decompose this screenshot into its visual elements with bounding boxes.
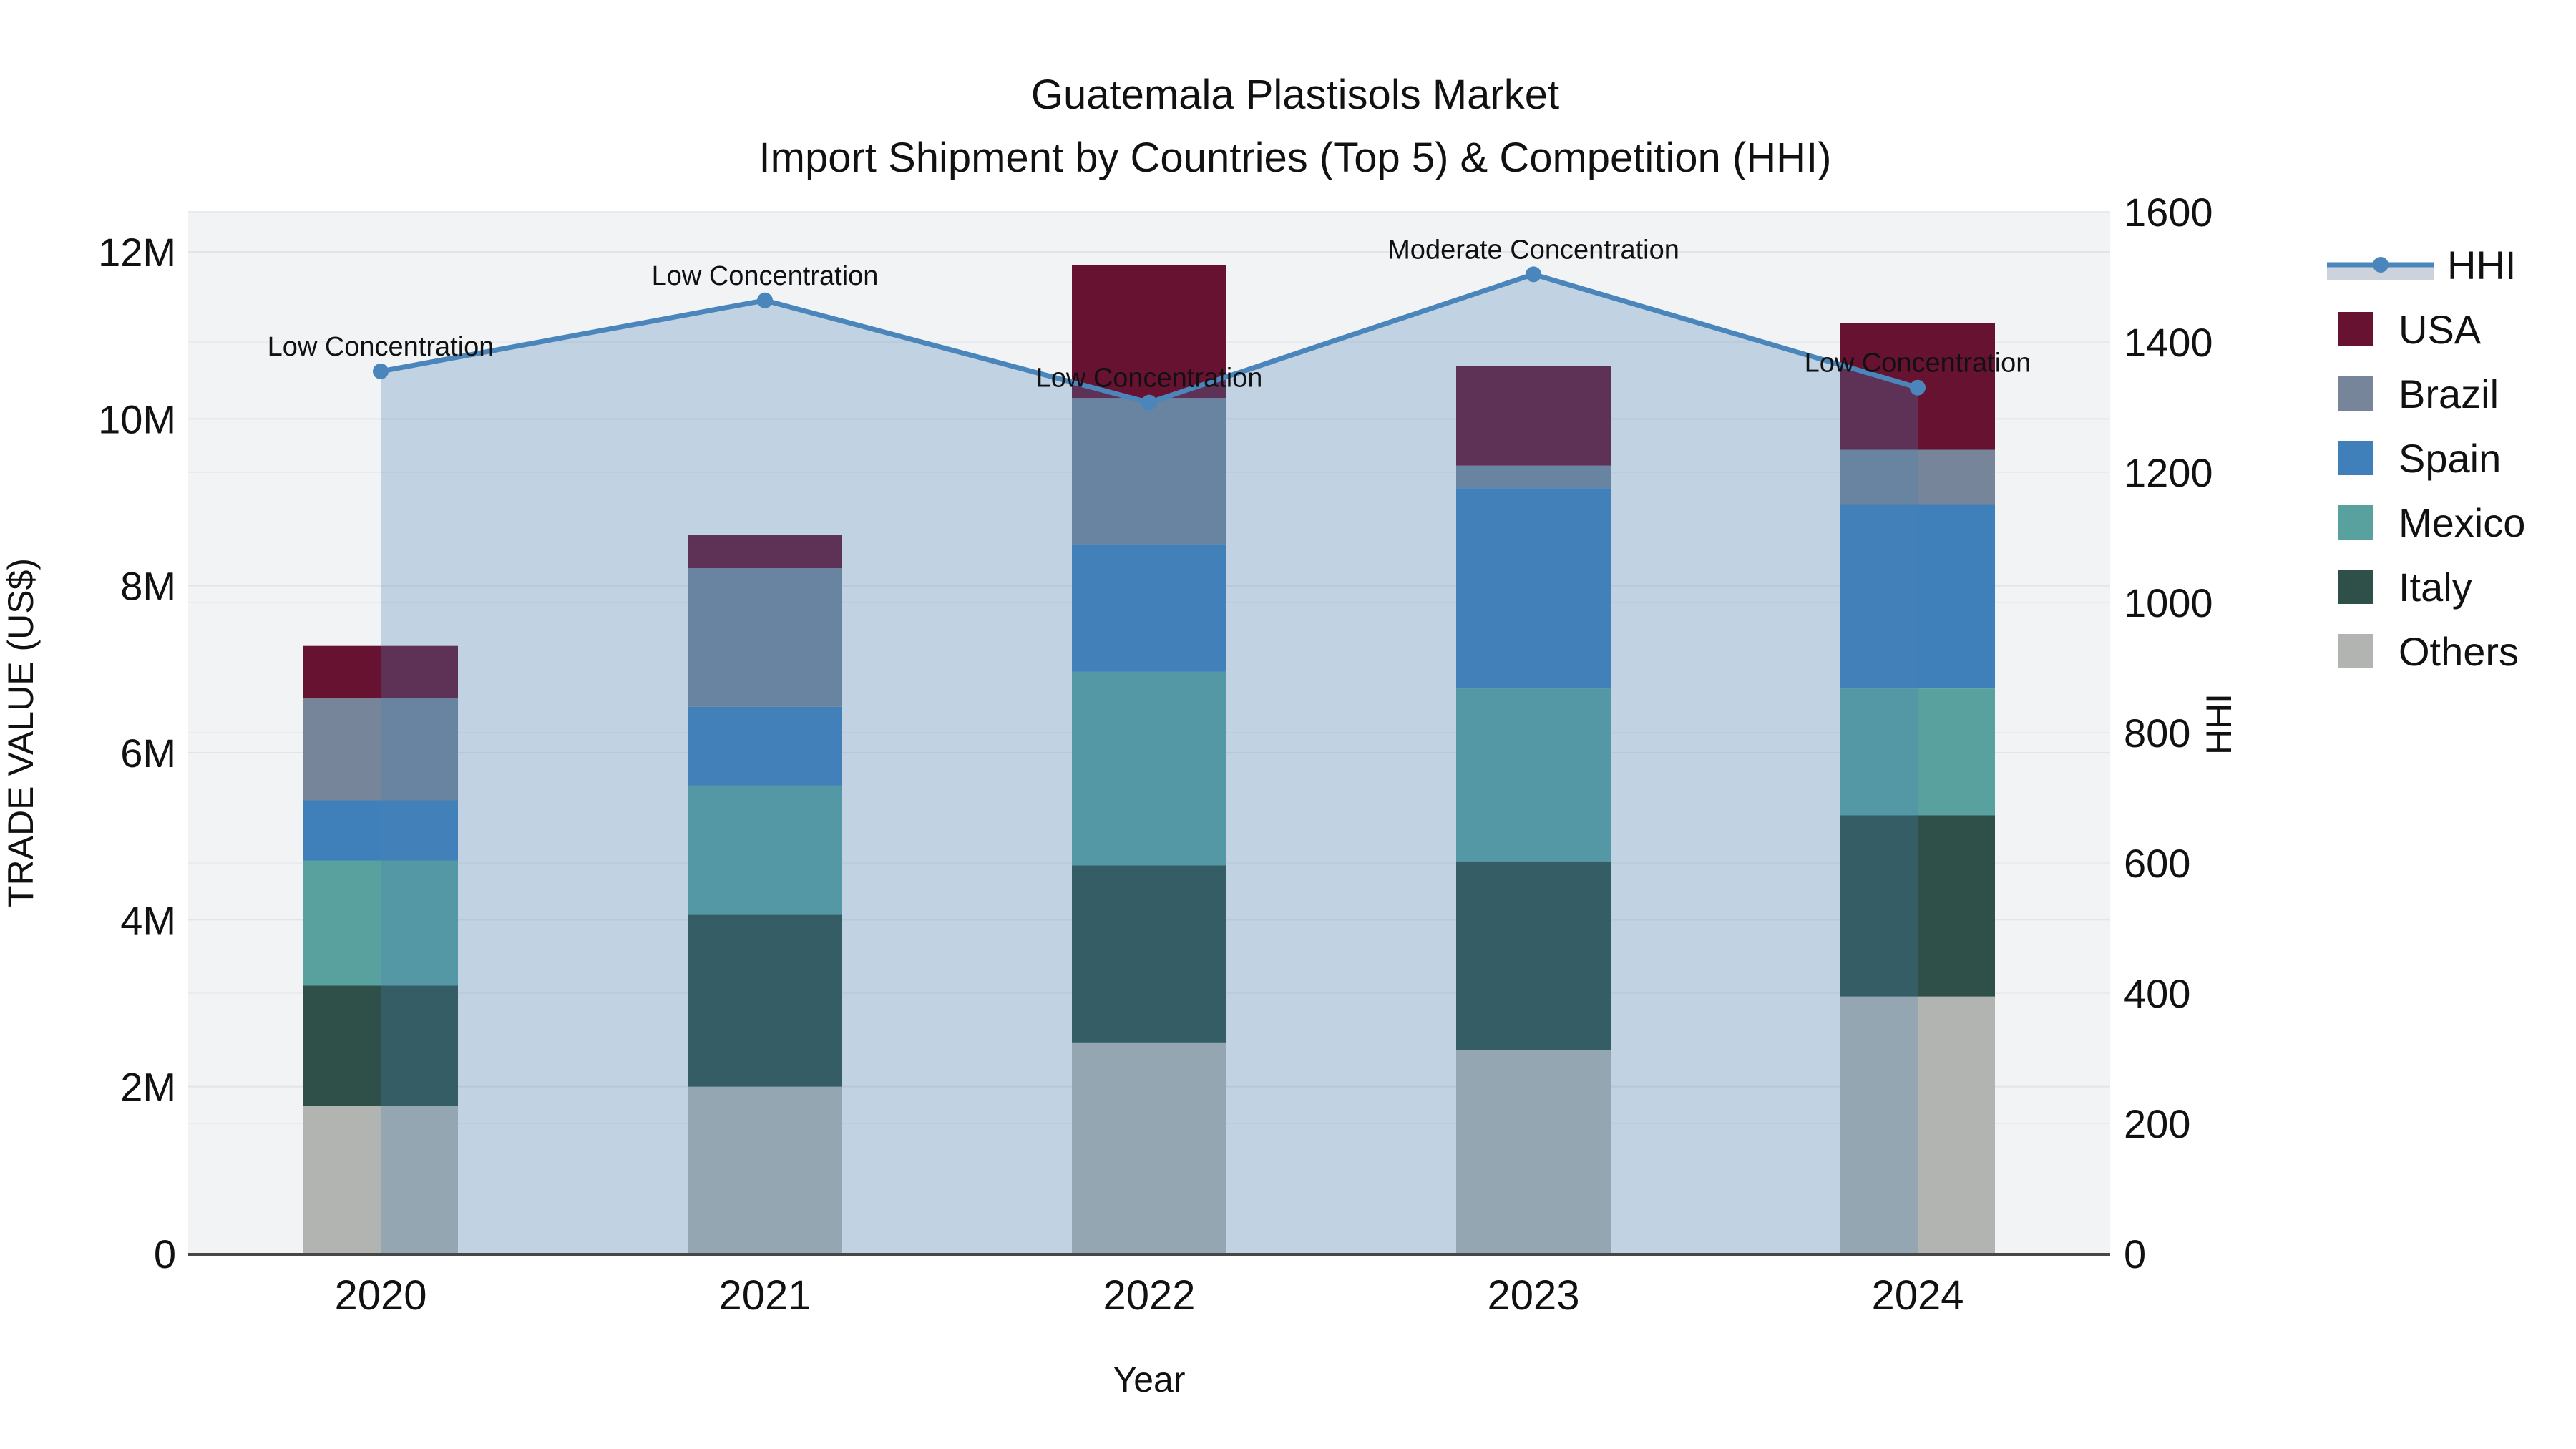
annotation-2022: Low Concentration (1036, 364, 1263, 394)
x-tick-2022: 2022 (1103, 1272, 1195, 1319)
bar-2021-italy (688, 914, 842, 1087)
legend-swatch-italy (2338, 570, 2373, 604)
bar-2021-spain (688, 706, 842, 786)
y-right-tick-600: 600 (2124, 841, 2190, 886)
legend-label-usa: USA (2399, 307, 2482, 352)
concentration-annotations: Low Concentration Low Concentration Low Co… (268, 235, 2031, 393)
legend-item-usa: USA (2338, 307, 2482, 352)
bar-2022-mexico (1072, 671, 1226, 866)
bar-2022-usa (1072, 265, 1226, 399)
legend-item-spain: Spain (2338, 436, 2501, 481)
bar-2023-italy (1456, 861, 1611, 1050)
y-axis-left-tick-labels: 0 2M 4M 6M 8M 10M 12M (98, 230, 176, 1277)
bar-2023-spain (1456, 488, 1611, 689)
x-tick-2023: 2023 (1487, 1272, 1579, 1319)
bar-2023-others (1456, 1050, 1611, 1254)
bar-2020-italy (303, 985, 458, 1106)
legend-item-others: Others (2338, 629, 2519, 674)
annotation-2024: Low Concentration (1805, 348, 2031, 379)
bar-2024-italy (1840, 815, 1995, 997)
bar-2022-spain (1072, 544, 1226, 672)
hhi-area-fill (381, 274, 1918, 1254)
hhi-marker-2023 (1526, 266, 1541, 283)
y-left-tick-2M: 2M (120, 1065, 176, 1110)
y-left-tick-0: 0 (154, 1231, 176, 1277)
x-tick-2024: 2024 (1871, 1272, 1963, 1319)
y-right-tick-0: 0 (2124, 1231, 2146, 1277)
legend-label-hhi: HHI (2447, 243, 2516, 288)
y-left-tick-12M: 12M (98, 230, 176, 275)
x-tick-2020: 2020 (334, 1272, 426, 1319)
bar-2021-mexico (688, 785, 842, 915)
bar-2022-others (1072, 1042, 1226, 1254)
annotation-2021: Low Concentration (652, 261, 879, 291)
bar-2021-usa (688, 535, 842, 569)
bar-2021-others (688, 1086, 842, 1254)
hhi-marker-2022 (1141, 394, 1157, 411)
legend-swatch-others (2338, 634, 2373, 668)
bar-2023-mexico (1456, 688, 1611, 862)
hhi-marker-2024 (1910, 379, 1926, 396)
y-left-tick-8M: 8M (120, 564, 176, 609)
x-axis-title: Year (1113, 1360, 1185, 1400)
y-right-tick-1200: 1200 (2124, 450, 2213, 495)
y-left-tick-10M: 10M (98, 396, 176, 441)
bar-2024-mexico (1840, 688, 1995, 816)
hhi-line-series (373, 266, 1926, 411)
legend-hhi-marker (2373, 257, 2389, 273)
x-axis-tick-labels: 2020 2021 2022 2023 2024 (334, 1272, 1963, 1319)
legend-item-italy: Italy (2338, 565, 2472, 610)
y-right-tick-400: 400 (2124, 971, 2190, 1016)
bar-2023-usa (1456, 366, 1611, 466)
hhi-marker-2020 (373, 363, 389, 379)
bar-2021-brazil (688, 568, 842, 707)
legend-item-brazil: Brazil (2338, 371, 2499, 416)
stacked-bars (303, 265, 1995, 1254)
bar-2020-mexico (303, 860, 458, 986)
chart-title-line1: Guatemala Plastisols Market (1031, 72, 1559, 118)
bar-2024-brazil (1840, 449, 1995, 505)
annotation-2020: Low Concentration (268, 332, 494, 362)
legend-swatch-mexico (2338, 505, 2373, 540)
y-axis-right-title: HHI (2199, 693, 2239, 755)
legend: HHI USA Brazil Spain Mexico Italy Others (2327, 243, 2525, 674)
y-right-tick-1000: 1000 (2124, 580, 2213, 625)
y-right-tick-1600: 1600 (2124, 190, 2213, 235)
bar-2020-others (303, 1106, 458, 1254)
legend-item-hhi: HHI (2327, 243, 2516, 288)
bar-2020-usa (303, 645, 458, 699)
bar-2020-spain (303, 800, 458, 861)
legend-label-italy: Italy (2399, 565, 2472, 610)
y-right-tick-1400: 1400 (2124, 320, 2213, 365)
y-left-tick-6M: 6M (120, 731, 176, 776)
legend-swatch-brazil (2338, 376, 2373, 411)
hhi-area-polygon (381, 274, 1918, 1254)
legend-swatch-usa (2338, 312, 2373, 346)
legend-label-others: Others (2399, 629, 2519, 674)
legend-label-brazil: Brazil (2399, 371, 2499, 416)
hhi-marker-2021 (757, 292, 773, 308)
y-axis-right-tick-labels: 0 200 400 600 800 1000 1200 1400 1600 (2124, 190, 2213, 1277)
bar-2023-brazil (1456, 465, 1611, 489)
bar-2020-brazil (303, 698, 458, 801)
bar-2022-brazil (1072, 398, 1226, 545)
bar-2022-italy (1072, 865, 1226, 1043)
bar-2024-spain (1840, 504, 1995, 689)
y-right-tick-800: 800 (2124, 711, 2190, 756)
legend-label-spain: Spain (2399, 436, 2501, 481)
annotation-2023: Moderate Concentration (1387, 235, 1679, 265)
y-axis-left-title: TRADE VALUE (US$) (1, 558, 41, 907)
legend-item-mexico: Mexico (2338, 500, 2525, 545)
y-right-tick-200: 200 (2124, 1101, 2190, 1146)
y-left-tick-4M: 4M (120, 897, 176, 942)
legend-swatch-spain (2338, 441, 2373, 475)
legend-label-mexico: Mexico (2399, 500, 2525, 545)
x-tick-2021: 2021 (718, 1272, 811, 1319)
chart-title-line2: Import Shipment by Countries (Top 5) & C… (759, 135, 1832, 181)
bar-2024-others (1840, 996, 1995, 1254)
